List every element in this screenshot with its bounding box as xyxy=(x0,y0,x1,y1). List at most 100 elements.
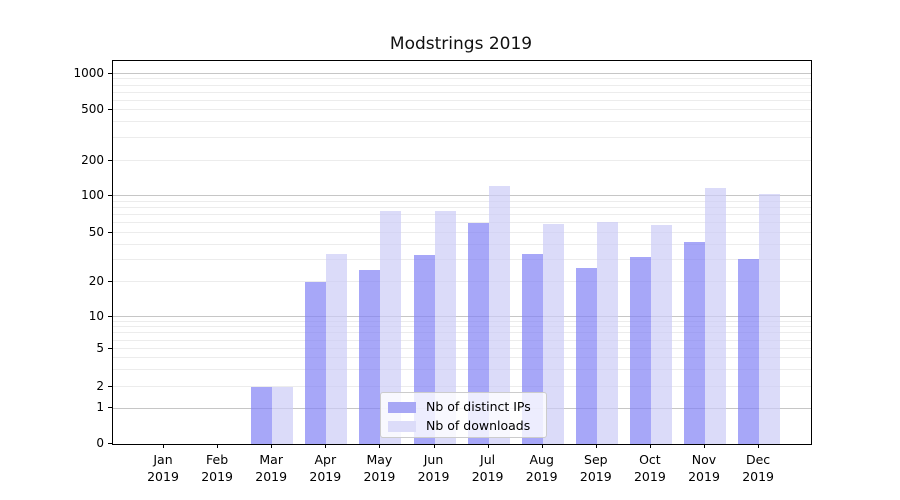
x-tick-label-aug: Aug 2019 xyxy=(512,451,572,485)
gridline-minor-900 xyxy=(113,78,811,80)
x-tick-year-dec: 2019 xyxy=(742,469,774,484)
bar-downloads-jul xyxy=(488,185,510,444)
x-tick-label-apr: Apr 2019 xyxy=(295,451,355,485)
y-tick-label-50: 50 xyxy=(88,225,104,239)
y-tick-label-20: 20 xyxy=(88,273,104,288)
bar-distinct-ips-may xyxy=(359,270,381,444)
y-tick-mark-500 xyxy=(108,108,112,110)
y-tick-label-0: 0 xyxy=(96,436,104,450)
gridline-major-10 xyxy=(113,316,811,317)
x-tick-mark-nov xyxy=(704,444,705,448)
legend-swatch-distinct-ips xyxy=(388,401,416,413)
gridline-minor-60 xyxy=(113,222,811,224)
gridline-minor-20 xyxy=(113,281,811,282)
x-tick-mark-jul xyxy=(487,444,489,448)
bar-downloads-jun xyxy=(434,211,456,444)
x-tick-mark-mar xyxy=(271,444,273,448)
x-tick-mark-apr xyxy=(325,444,327,448)
y-tick-label-2: 2 xyxy=(96,379,104,393)
y-tick-mark-2 xyxy=(108,386,112,387)
x-tick-mark-sep xyxy=(595,444,597,448)
bar-distinct-ips-jul xyxy=(467,223,489,444)
x-tick-label-jun: Jun 2019 xyxy=(404,451,464,485)
x-tick-mark-jan xyxy=(163,444,164,448)
x-tick-label-nov: Nov 2019 xyxy=(674,451,734,485)
legend-entry-downloads: Nb of downloads xyxy=(388,417,546,435)
x-tick-year-mar: 2019 xyxy=(255,469,288,484)
gridline-minor-4 xyxy=(113,357,811,359)
bar-downloads-apr xyxy=(326,253,348,444)
x-tick-mark-aug xyxy=(541,444,543,448)
y-tick-mark-50 xyxy=(108,232,112,233)
bar-distinct-ips-mar xyxy=(251,387,273,444)
x-tick-year-jan: 2019 xyxy=(147,469,179,484)
y-tick-label-500: 500 xyxy=(81,101,104,116)
x-tick-label-may: May 2019 xyxy=(349,451,409,485)
x-tick-label-mar: Mar 2019 xyxy=(241,451,301,485)
y-tick-label-5: 5 xyxy=(96,341,104,356)
y-tick-mark-0 xyxy=(108,443,112,444)
chart-title: Modstrings 2019 xyxy=(389,34,533,54)
gridline-minor-200 xyxy=(113,160,811,162)
x-tick-year-jul: 2019 xyxy=(471,469,504,484)
gridline-minor-7 xyxy=(113,332,811,334)
y-tick-label-1000: 1000 xyxy=(73,65,104,80)
gridline-major-100 xyxy=(113,195,811,197)
gridline-minor-2 xyxy=(113,386,811,388)
gridline-minor-700 xyxy=(113,91,811,93)
gridline-minor-300 xyxy=(113,137,811,139)
bar-downloads-aug xyxy=(542,224,564,444)
bar-downloads-nov xyxy=(705,188,726,444)
gridline-minor-8 xyxy=(113,326,811,328)
bar-downloads-mar xyxy=(272,387,294,444)
x-tick-year-sep: 2019 xyxy=(579,469,612,484)
x-tick-label-dec: Dec 2019 xyxy=(728,451,788,485)
bar-distinct-ips-dec xyxy=(738,258,760,444)
y-tick-mark-1 xyxy=(108,407,112,409)
bar-distinct-ips-sep xyxy=(575,267,597,444)
gridline-minor-500 xyxy=(113,109,811,110)
x-tick-year-jun: 2019 xyxy=(417,469,450,484)
bar-distinct-ips-oct xyxy=(629,256,651,444)
x-tick-year-nov: 2019 xyxy=(688,469,720,484)
y-tick-mark-200 xyxy=(108,160,112,161)
legend-swatch-downloads xyxy=(388,420,416,432)
y-tick-label-100: 100 xyxy=(81,188,104,202)
x-tick-label-oct: Oct 2019 xyxy=(620,451,680,485)
bar-downloads-oct xyxy=(650,225,672,444)
x-tick-label-sep: Sep 2019 xyxy=(566,451,626,485)
bar-downloads-may xyxy=(380,211,402,444)
x-tick-year-may: 2019 xyxy=(363,469,396,484)
x-tick-mark-oct xyxy=(649,444,651,448)
y-tick-mark-100 xyxy=(108,195,112,196)
x-tick-year-feb: 2019 xyxy=(201,469,233,484)
bar-downloads-sep xyxy=(596,221,618,444)
x-tick-mark-dec xyxy=(758,444,760,448)
gridline-major-1000 xyxy=(113,72,811,74)
gridline-minor-800 xyxy=(113,84,811,86)
x-tick-mark-may xyxy=(379,444,381,448)
x-tick-label-jan: Jan 2019 xyxy=(133,451,193,485)
y-tick-mark-1000 xyxy=(108,72,112,74)
gridline-minor-3 xyxy=(113,369,811,371)
bar-downloads-dec xyxy=(759,194,781,444)
plot-area xyxy=(112,60,812,445)
legend-label-distinct-ips: Nb of distinct IPs xyxy=(426,399,531,414)
gridline-minor-5 xyxy=(113,348,811,350)
gridline-minor-6 xyxy=(113,339,811,341)
legend-label-downloads: Nb of downloads xyxy=(426,418,531,433)
x-tick-year-apr: 2019 xyxy=(309,469,342,484)
x-tick-label-feb: Feb 2019 xyxy=(187,451,247,485)
bar-distinct-ips-nov xyxy=(684,242,705,444)
gridline-minor-50 xyxy=(113,232,811,234)
x-tick-year-aug: 2019 xyxy=(525,469,558,484)
gridline-minor-90 xyxy=(113,200,811,202)
x-tick-label-jul: Jul 2019 xyxy=(458,451,518,485)
y-tick-label-10: 10 xyxy=(88,308,104,323)
legend-entry-distinct-ips: Nb of distinct IPs xyxy=(388,398,546,416)
gridline-minor-400 xyxy=(113,121,811,123)
y-tick-mark-5 xyxy=(108,348,112,350)
legend: Nb of distinct IPs Nb of downloads xyxy=(380,392,547,438)
y-tick-label-200: 200 xyxy=(81,153,104,167)
